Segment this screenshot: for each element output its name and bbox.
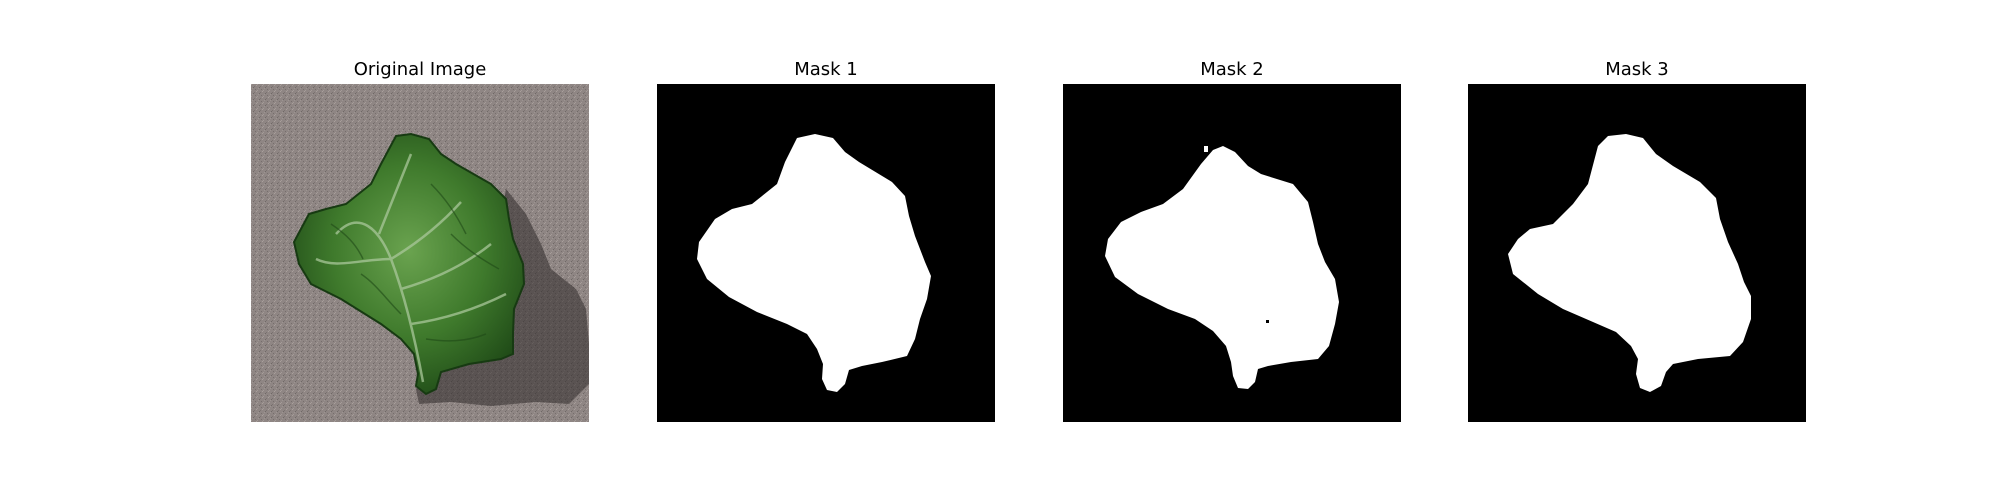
mask-2-speck [1204,146,1208,152]
leaf-shape [292,132,526,396]
mask-2-region [1105,146,1339,389]
original-image-title: Original Image [353,59,487,80]
leaf-veins [315,153,507,383]
leaf-wrinkles [330,183,500,342]
mask-3-title: Mask 3 [1605,59,1669,80]
original-leaf-photo [251,84,589,422]
mask-1-panel: Mask 1 [657,56,995,422]
mask-2-image [1063,84,1401,422]
mask-2-hole [1266,320,1269,323]
mask-2-panel: Mask 2 [1063,56,1401,422]
mask-3-region [1508,134,1751,392]
mask-3-image [1468,84,1806,422]
mask-1-region [697,134,931,392]
mask-3-panel: Mask 3 [1468,56,1806,422]
mask-2-title: Mask 2 [1200,59,1264,80]
mask-1-title: Mask 1 [794,59,858,80]
original-image-panel: Original Image [251,56,589,422]
mask-1-image [657,84,995,422]
